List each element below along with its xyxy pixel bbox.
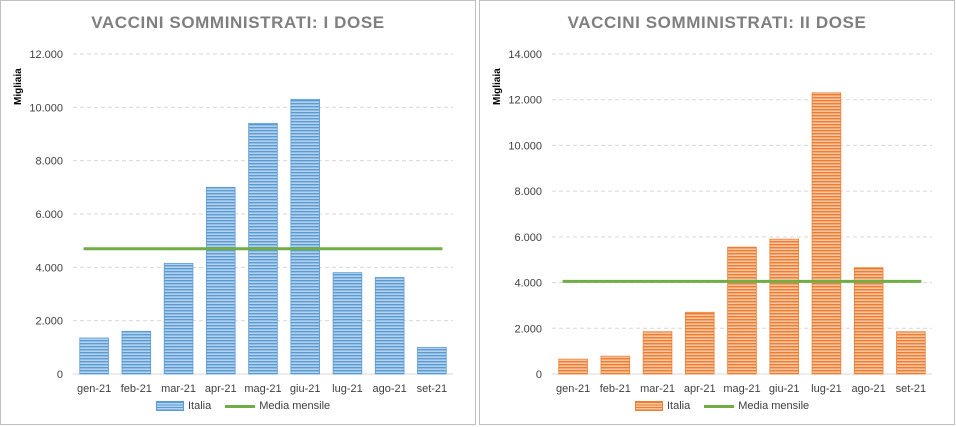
x-tick-label: gen-21 [77,383,111,395]
x-tick-label: ago-21 [852,383,886,395]
x-tick-label: gen-21 [556,383,590,395]
x-tick-label: feb-21 [600,383,631,395]
bar-mag-21 [727,246,757,375]
bar-feb-21 [121,330,152,375]
y-tick-label: 14.000 [508,49,542,61]
x-tick-label: giu-21 [769,383,800,395]
y-tick-label: 8.000 [35,156,63,168]
y-tick-label: 6.000 [514,232,542,244]
bar-feb-21 [600,355,631,375]
legend-label: Italia [188,400,212,412]
chart-plot-second-dose: 0 2.000 4.000 6.000 8.000 10.000 12.000 14.000 g… [508,49,932,395]
bar-gen-21 [558,358,588,375]
y-tick-label: 0 [57,369,63,381]
x-tick-label: giu-21 [290,383,321,395]
bar-apr-21 [206,186,236,375]
legend-line-swatch [704,404,735,408]
x-tick-label: set-21 [896,383,927,395]
legend-item-bars: Italia [156,400,211,412]
chart-panel-first-dose: VACCINI SOMMINISTRATI: I DOSE Migliaia 0… [0,0,476,425]
bar-mar-21 [642,331,673,375]
legend-label: Italia [667,400,691,412]
chart-legend: Italia Media mensile [635,400,823,412]
bar-mar-21 [163,262,194,375]
y-tick-label: 4.000 [35,262,63,274]
bar-apr-21 [685,311,715,375]
y-tick-label: 10.000 [29,102,63,114]
x-tick-label: ago-21 [373,383,407,395]
chart-plot-first-dose: 0 2.000 4.000 6.000 8.000 10.000 12.000 gen-21 f… [29,49,453,395]
bar-ago-21 [853,267,884,375]
y-tick-label: 8.000 [514,186,542,198]
legend-line-swatch [225,404,256,408]
legend-label: Media mensile [259,400,331,412]
y-tick-label: 2.000 [35,316,63,328]
legend-item-line: Media mensile [225,400,330,412]
y-tick-label: 4.000 [514,278,542,290]
chart-panel-second-dose: VACCINI SOMMINISTRATI: II DOSE Migliaia … [479,0,955,425]
legend-bar-swatch [635,401,663,411]
x-tick-label: mag-21 [244,383,281,395]
bar-lug-21 [332,272,363,375]
y-tick-label: 12.000 [29,49,63,61]
y-tick-label: 12.000 [508,95,542,107]
x-tick-label: mar-21 [161,383,196,395]
x-tick-label: apr-21 [205,383,237,395]
x-tick-label: mag-21 [723,383,760,395]
x-tick-label: apr-21 [684,383,716,395]
x-tick-label: mar-21 [640,383,675,395]
chart-legend: Italia Media mensile [156,400,344,412]
bar-set-21 [417,346,447,375]
x-tick-label: set-21 [417,383,448,395]
y-tick-label: 10.000 [508,140,542,152]
y-tick-label: 6.000 [35,209,63,221]
bar-giu-21 [769,238,799,375]
bar-ago-21 [374,277,405,375]
legend-item-line: Media mensile [704,400,809,412]
x-tick-label: lug-21 [811,383,842,395]
chart-title: VACCINI SOMMINISTRATI: I DOSE [91,13,385,32]
x-tick-label: lug-21 [332,383,363,395]
legend-bar-swatch [156,401,184,411]
y-tick-label: 2.000 [514,323,542,335]
bar-set-21 [896,331,926,375]
bar-gen-21 [79,337,109,375]
legend-item-bars: Italia [635,400,690,412]
y-tick-label: 0 [536,369,542,381]
x-tick-label: feb-21 [121,383,152,395]
chart-title: VACCINI SOMMINISTRATI: II DOSE [567,13,867,32]
bar-giu-21 [290,98,320,375]
legend-label: Media mensile [738,400,810,412]
bar-lug-21 [811,92,842,375]
